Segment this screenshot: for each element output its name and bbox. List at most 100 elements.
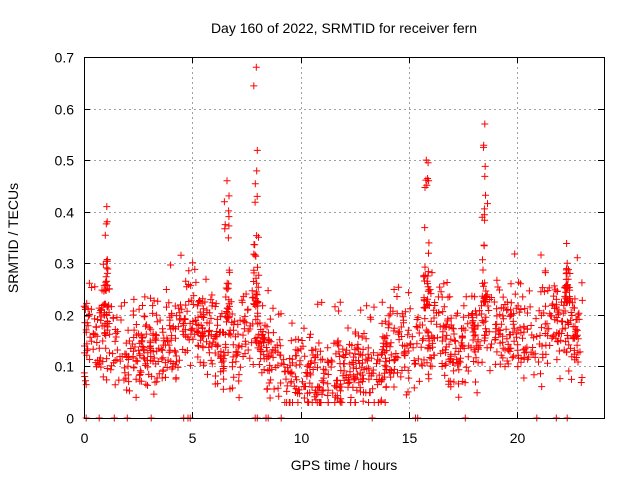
data-point <box>420 356 428 364</box>
data-point <box>575 309 583 317</box>
data-point <box>242 319 250 327</box>
data-point <box>269 304 277 312</box>
data-point <box>428 269 436 277</box>
data-point <box>524 309 531 317</box>
data-point <box>530 334 538 342</box>
data-point <box>578 296 586 304</box>
data-point <box>155 370 163 378</box>
data-point <box>437 288 445 296</box>
data-point <box>544 359 551 367</box>
data-point <box>505 331 513 339</box>
data-point <box>294 399 302 406</box>
data-point <box>124 362 132 370</box>
data-point <box>103 277 111 285</box>
data-point <box>304 389 311 397</box>
data-point <box>111 381 119 389</box>
data-point <box>456 358 464 366</box>
data-point <box>421 184 429 191</box>
data-point <box>345 376 352 384</box>
data-point <box>369 385 377 393</box>
data-point <box>194 302 202 310</box>
data-point <box>447 352 455 360</box>
data-point <box>431 299 439 306</box>
data-point <box>482 313 490 321</box>
data-point <box>103 365 111 372</box>
data-point <box>544 332 552 340</box>
data-point <box>267 338 275 346</box>
data-point <box>480 211 488 219</box>
data-point <box>204 370 211 378</box>
data-point <box>163 303 170 311</box>
data-point <box>236 363 244 371</box>
data-point <box>319 365 327 373</box>
data-point <box>436 323 444 331</box>
data-point <box>142 360 150 368</box>
data-point <box>554 338 562 346</box>
data-point <box>189 259 197 267</box>
data-point <box>172 352 180 360</box>
data-point <box>573 254 581 262</box>
data-point <box>479 279 486 287</box>
data-point <box>448 324 456 332</box>
data-point <box>194 353 202 361</box>
data-point <box>567 309 575 316</box>
data-point <box>390 324 398 332</box>
data-point <box>134 357 142 365</box>
data-point <box>225 192 233 200</box>
data-point <box>440 303 448 311</box>
data-point <box>570 333 578 341</box>
data-point <box>480 205 488 213</box>
data-point <box>478 358 486 366</box>
data-point <box>382 354 389 362</box>
data-point <box>546 310 554 318</box>
data-point <box>405 289 413 297</box>
data-point <box>159 341 167 349</box>
data-point <box>136 371 143 379</box>
data-point <box>479 256 486 264</box>
data-point <box>426 354 434 361</box>
data-point <box>217 353 225 361</box>
data-point <box>357 375 365 383</box>
data-point <box>395 336 403 344</box>
y-tick-label: 0.5 <box>55 153 75 169</box>
data-point <box>196 308 204 316</box>
data-point <box>387 339 395 347</box>
data-point <box>441 362 449 369</box>
data-point <box>186 319 194 327</box>
data-point <box>85 279 93 287</box>
data-point <box>510 337 518 345</box>
data-point <box>135 305 143 313</box>
data-point <box>226 302 233 310</box>
data-point <box>478 302 485 310</box>
data-point <box>424 268 432 276</box>
data-point <box>474 359 482 367</box>
data-point <box>164 338 172 346</box>
data-point <box>259 334 267 342</box>
data-point <box>86 356 94 363</box>
data-point <box>334 340 342 348</box>
data-point <box>316 347 324 355</box>
data-point <box>340 360 347 368</box>
data-point <box>400 316 407 324</box>
data-point <box>409 344 417 352</box>
data-point <box>292 373 300 381</box>
data-point <box>207 296 215 304</box>
data-point <box>458 334 466 342</box>
data-point <box>330 339 338 347</box>
data-point <box>430 306 438 314</box>
data-point <box>520 322 528 330</box>
data-point <box>319 355 327 363</box>
data-point <box>193 327 201 335</box>
data-point <box>355 350 363 358</box>
data-point <box>307 357 315 365</box>
data-point <box>507 299 515 307</box>
data-point <box>276 342 284 350</box>
data-point <box>249 361 257 368</box>
data-point <box>99 337 107 345</box>
data-point <box>537 251 545 259</box>
data-point <box>535 358 542 366</box>
data-point <box>145 324 153 332</box>
data-point <box>142 322 150 330</box>
data-point <box>460 344 468 352</box>
data-point <box>274 384 282 392</box>
